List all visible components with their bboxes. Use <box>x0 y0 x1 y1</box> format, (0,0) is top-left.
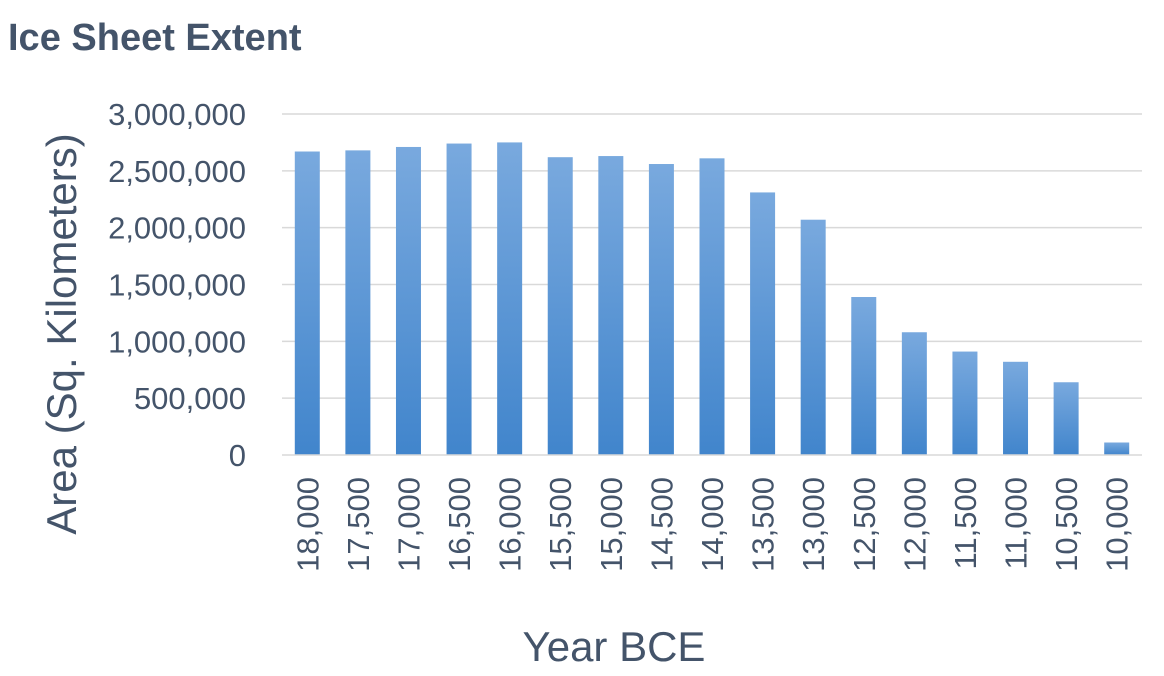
x-tick-label: 14,500 <box>644 477 679 572</box>
x-tick-label: 11,500 <box>948 477 983 570</box>
bar-11000 <box>1003 361 1029 455</box>
y-tick-label: 1,500,000 <box>108 268 246 303</box>
x-tick-label: 12,000 <box>897 477 932 572</box>
x-tick-label: 16,000 <box>493 477 528 572</box>
y-tick-label: 2,000,000 <box>108 211 246 246</box>
y-tick-label: 2,500,000 <box>108 154 246 189</box>
chart-title: Ice Sheet Extent <box>8 17 302 59</box>
y-tick-label: 3,000,000 <box>108 97 246 132</box>
bar-13000 <box>800 219 826 455</box>
y-tick-label: 0 <box>229 438 246 473</box>
bar-16000 <box>497 142 523 455</box>
y-axis-ticks: 0 500,000 1,000,000 1,500,000 2,000,000 2,500… <box>108 97 246 473</box>
bar-13500 <box>750 192 776 455</box>
x-tick-label: 12,500 <box>847 477 882 572</box>
y-tick-label: 500,000 <box>134 381 246 416</box>
x-tick-label: 13,000 <box>796 477 831 572</box>
bar-18000 <box>294 151 320 455</box>
bar-12000 <box>901 332 927 455</box>
x-tick-label: 15,500 <box>543 477 578 572</box>
bars <box>294 142 1130 456</box>
x-tick-label: 15,000 <box>594 477 629 572</box>
bar-10500 <box>1053 382 1079 455</box>
x-tick-label: 18,000 <box>290 477 325 572</box>
x-tick-label: 13,500 <box>746 477 781 572</box>
x-axis-ticks: 18,000 17,500 17,000 16,500 16,000 15,500 15,0… <box>290 477 1134 572</box>
x-tick-label: 16,500 <box>442 477 477 572</box>
x-axis-label: Year BCE <box>523 623 706 670</box>
bar-16500 <box>446 143 472 455</box>
x-tick-label: 10,000 <box>1100 477 1135 572</box>
bar-11500 <box>952 351 978 455</box>
x-tick-label: 11,000 <box>999 477 1034 570</box>
y-axis-label: Area (Sq. Kilometers) <box>38 133 85 534</box>
x-tick-label: 10,500 <box>1049 477 1084 572</box>
bar-12500 <box>851 297 877 455</box>
bar-17000 <box>395 146 421 456</box>
x-tick-label: 17,000 <box>391 477 426 572</box>
x-tick-label: 14,000 <box>695 477 730 572</box>
bar-10000 <box>1104 442 1130 455</box>
bar-17500 <box>345 150 371 455</box>
y-tick-label: 1,000,000 <box>108 324 246 359</box>
x-tick-label: 17,500 <box>341 477 376 572</box>
bar-14000 <box>699 158 725 455</box>
bar-15000 <box>598 156 624 455</box>
bar-15500 <box>547 157 573 455</box>
bar-14500 <box>648 164 674 455</box>
